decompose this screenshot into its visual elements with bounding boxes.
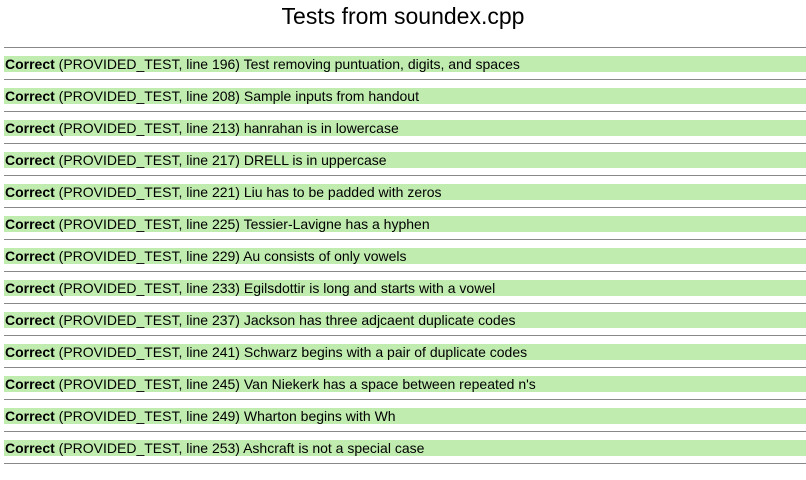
test-result-row: Correct (PROVIDED_TEST, line 237) Jackso… [4, 304, 806, 336]
test-result-bar: Correct (PROVIDED_TEST, line 237) Jackso… [4, 312, 806, 328]
test-status: Correct [5, 56, 55, 72]
test-description: Tessier-Lavigne has a hyphen [243, 216, 430, 232]
test-location: (PROVIDED_TEST, line 208) [54, 88, 244, 104]
test-result-bar: Correct (PROVIDED_TEST, line 208) Sample… [4, 88, 806, 104]
test-result-bar: Correct (PROVIDED_TEST, line 221) Liu ha… [4, 184, 806, 200]
test-result-bar: Correct (PROVIDED_TEST, line 217) DRELL … [4, 152, 806, 168]
test-result-row: Correct (PROVIDED_TEST, line 208) Sample… [4, 80, 806, 112]
test-results-list: Correct (PROVIDED_TEST, line 196) Test r… [4, 47, 806, 464]
test-description: Van Niekerk has a space between repeated… [243, 376, 536, 392]
test-status: Correct [5, 280, 55, 296]
test-location: (PROVIDED_TEST, line 217) [54, 152, 244, 168]
test-result-bar: Correct (PROVIDED_TEST, line 213) hanrah… [4, 120, 806, 136]
test-location: (PROVIDED_TEST, line 196) [54, 56, 244, 72]
test-result-row: Correct (PROVIDED_TEST, line 229) Au con… [4, 240, 806, 272]
test-result-row: Correct (PROVIDED_TEST, line 196) Test r… [4, 48, 806, 80]
test-location: (PROVIDED_TEST, line 249) [54, 408, 244, 424]
test-result-row: Correct (PROVIDED_TEST, line 217) DRELL … [4, 144, 806, 176]
test-status: Correct [5, 408, 55, 424]
test-result-row: Correct (PROVIDED_TEST, line 241) Schwar… [4, 336, 806, 368]
test-status: Correct [5, 88, 55, 104]
test-description: Schwarz begins with a pair of duplicate … [243, 344, 528, 360]
test-result-bar: Correct (PROVIDED_TEST, line 249) Wharto… [4, 408, 806, 424]
test-description: Au consists of only vowels [243, 248, 407, 264]
test-status: Correct [5, 184, 55, 200]
test-result-row: Correct (PROVIDED_TEST, line 249) Wharto… [4, 400, 806, 432]
test-description: Egilsdottir is long and starts with a vo… [243, 280, 496, 296]
test-location: (PROVIDED_TEST, line 237) [54, 312, 244, 328]
test-result-bar: Correct (PROVIDED_TEST, line 253) Ashcra… [4, 440, 806, 456]
test-result-row: Correct (PROVIDED_TEST, line 245) Van Ni… [4, 368, 806, 400]
test-location: (PROVIDED_TEST, line 245) [54, 376, 244, 392]
test-result-row: Correct (PROVIDED_TEST, line 213) hanrah… [4, 112, 806, 144]
test-description: Test removing puntuation, digits, and sp… [243, 56, 520, 72]
test-location: (PROVIDED_TEST, line 241) [54, 344, 244, 360]
test-description: Liu has to be padded with zeros [243, 184, 442, 200]
test-description: DRELL is in uppercase [243, 152, 387, 168]
test-result-bar: Correct (PROVIDED_TEST, line 229) Au con… [4, 248, 806, 264]
test-result-row: Correct (PROVIDED_TEST, line 253) Ashcra… [4, 432, 806, 464]
test-description: Ashcraft is not a special case [243, 440, 425, 456]
test-status: Correct [5, 312, 55, 328]
test-result-row: Correct (PROVIDED_TEST, line 225) Tessie… [4, 208, 806, 240]
test-result-bar: Correct (PROVIDED_TEST, line 245) Van Ni… [4, 376, 806, 392]
test-status: Correct [5, 344, 55, 360]
test-result-row: Correct (PROVIDED_TEST, line 233) Egilsd… [4, 272, 806, 304]
test-description: Wharton begins with Wh [243, 408, 396, 424]
test-location: (PROVIDED_TEST, line 253) [54, 440, 244, 456]
page-title: Tests from soundex.cpp [281, 3, 525, 29]
test-result-bar: Correct (PROVIDED_TEST, line 196) Test r… [4, 56, 806, 72]
test-result-row: Correct (PROVIDED_TEST, line 221) Liu ha… [4, 176, 806, 208]
test-status: Correct [5, 120, 55, 136]
test-description: Sample inputs from handout [243, 88, 419, 104]
test-status: Correct [5, 376, 55, 392]
test-result-bar: Correct (PROVIDED_TEST, line 225) Tessie… [4, 216, 806, 232]
test-location: (PROVIDED_TEST, line 233) [54, 280, 244, 296]
test-result-bar: Correct (PROVIDED_TEST, line 241) Schwar… [4, 344, 806, 360]
test-status: Correct [5, 440, 55, 456]
test-status: Correct [5, 152, 55, 168]
test-status: Correct [5, 248, 55, 264]
test-status: Correct [5, 216, 55, 232]
test-description: hanrahan is in lowercase [243, 120, 399, 136]
test-description: Jackson has three adjcaent duplicate cod… [243, 312, 516, 328]
test-location: (PROVIDED_TEST, line 221) [54, 184, 244, 200]
test-location: (PROVIDED_TEST, line 229) [54, 248, 244, 264]
test-result-bar: Correct (PROVIDED_TEST, line 233) Egilsd… [4, 280, 806, 296]
test-location: (PROVIDED_TEST, line 213) [54, 120, 244, 136]
test-location: (PROVIDED_TEST, line 225) [54, 216, 244, 232]
